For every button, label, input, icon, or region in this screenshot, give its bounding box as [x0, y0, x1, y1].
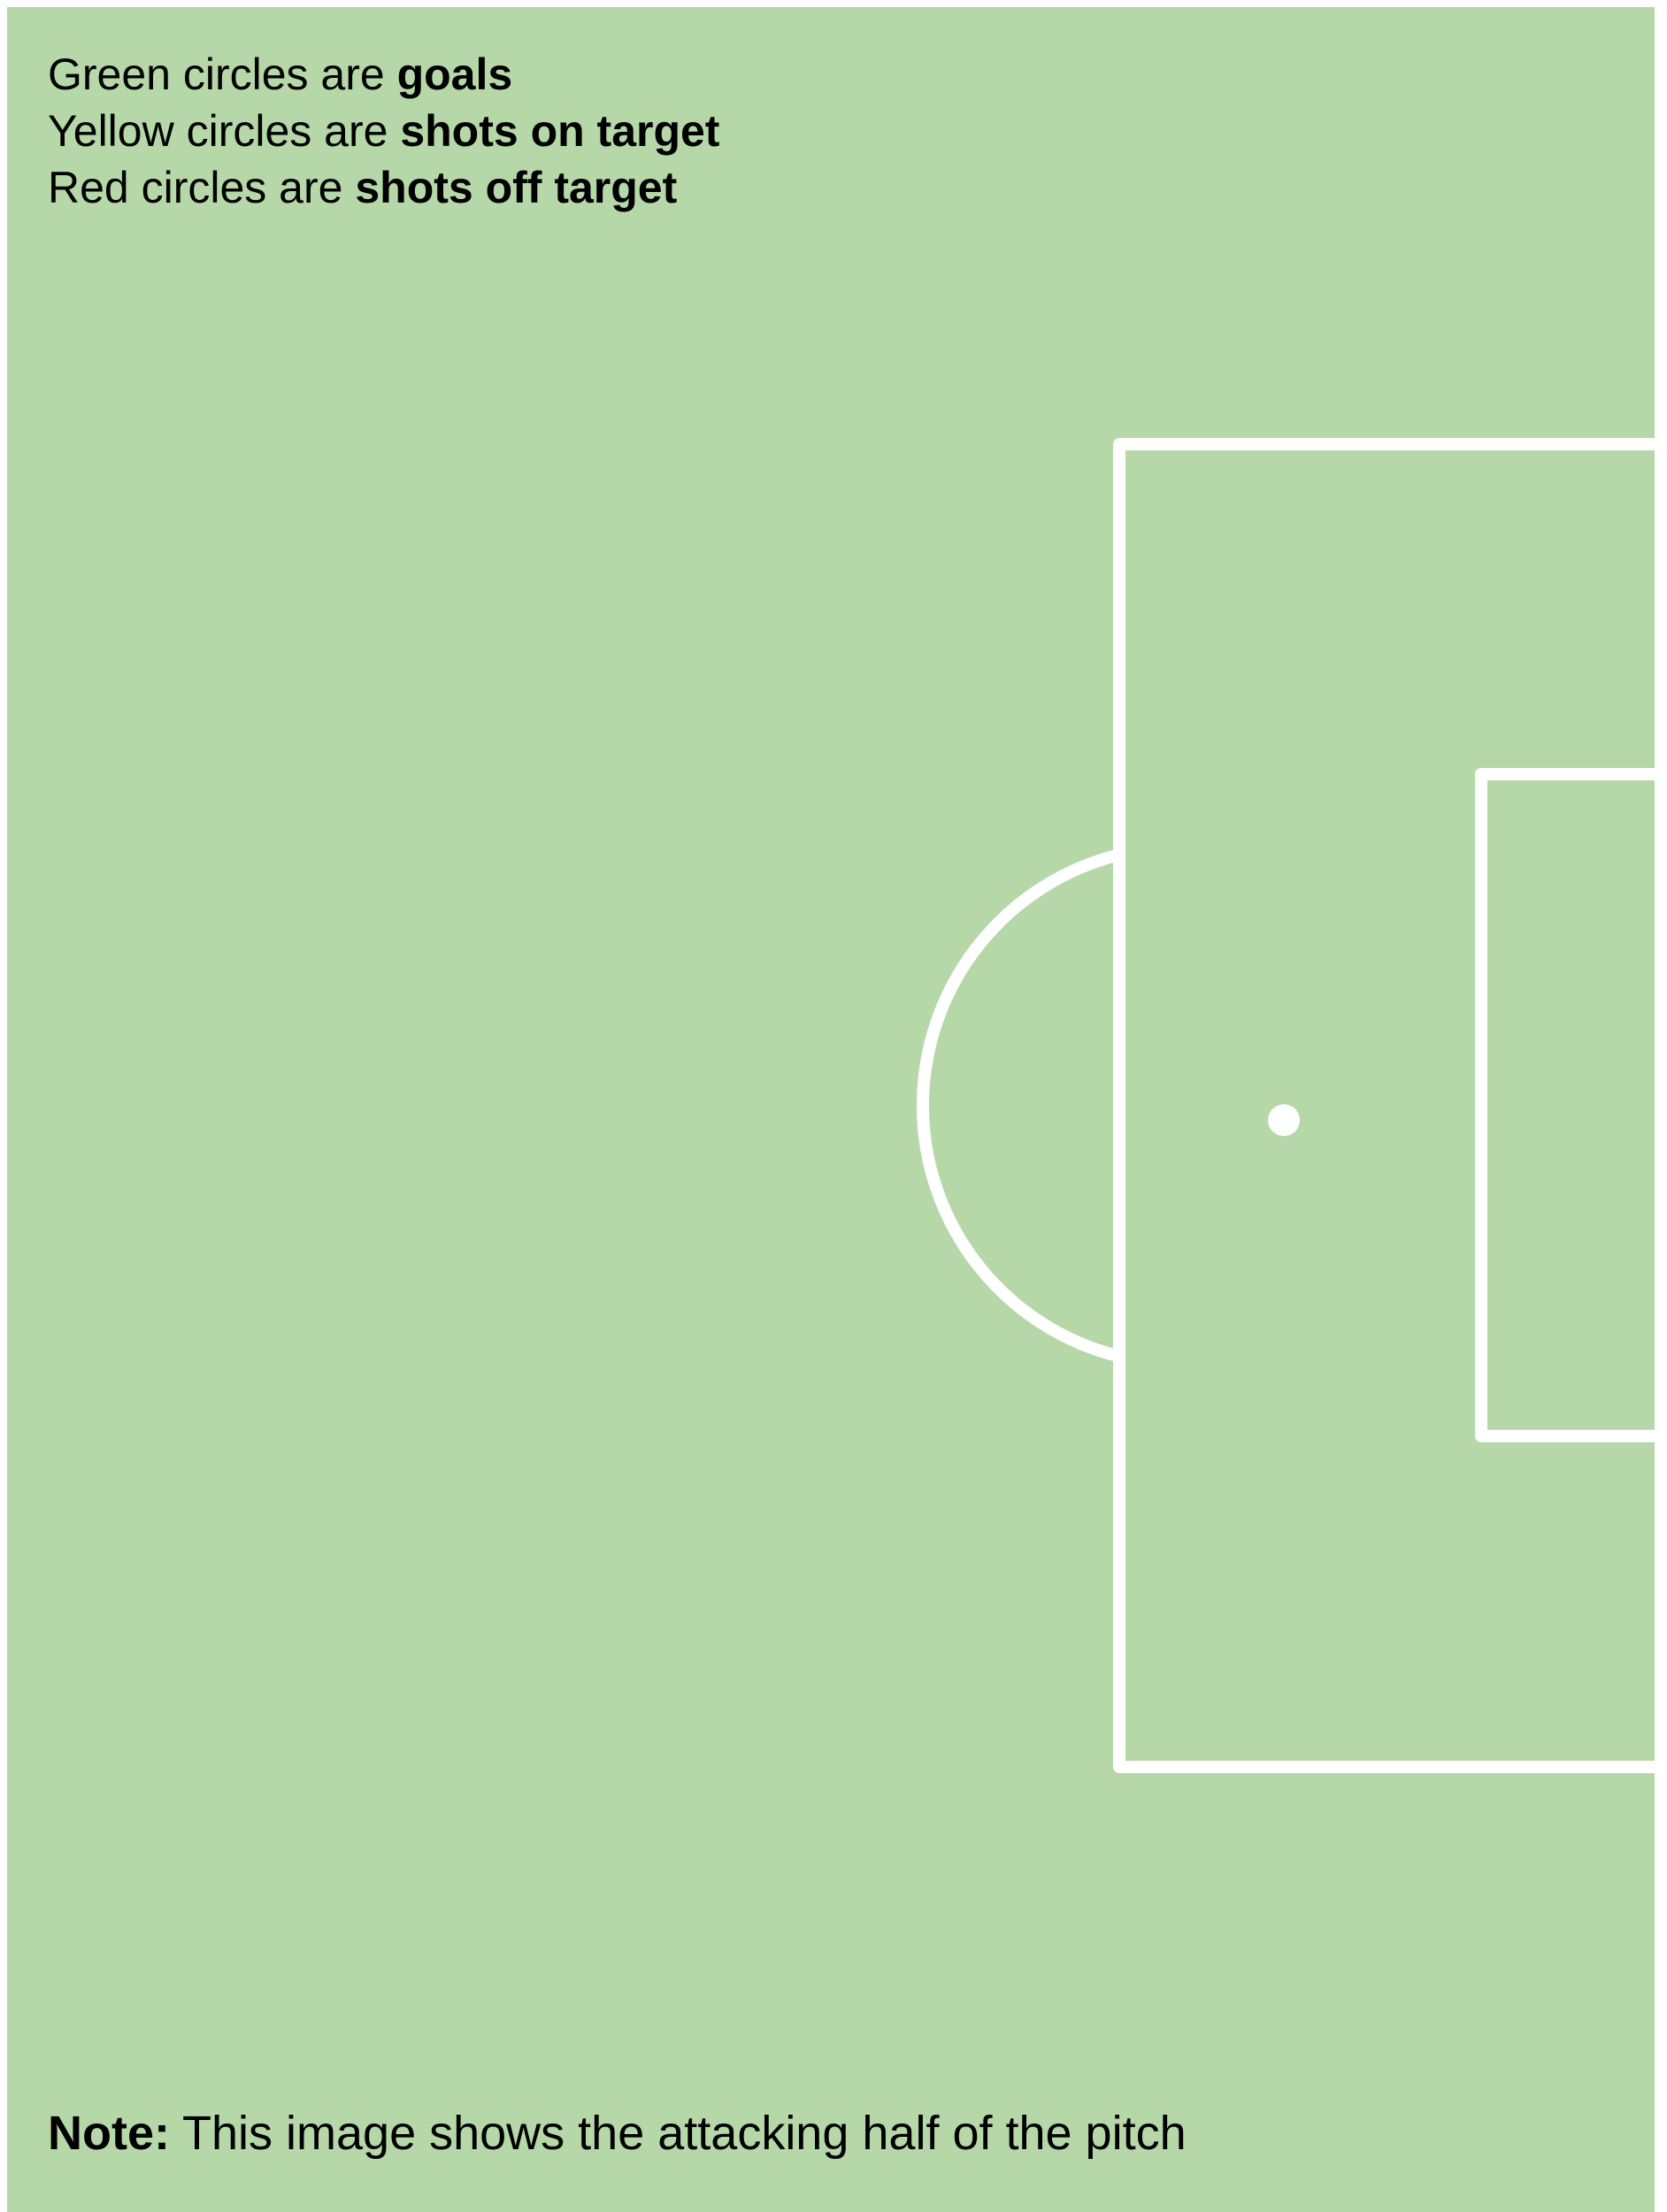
legend-on-target-emphasis: shots on target [400, 106, 720, 156]
legend-goals-emphasis: goals [396, 50, 513, 99]
note-text: This image shows the attacking half of t… [169, 2107, 1187, 2160]
penalty-area-line [1113, 438, 1667, 1773]
pitch-note: Note: This image shows the attacking hal… [48, 2104, 1187, 2162]
legend-off-target-emphasis: shots off target [355, 163, 678, 212]
legend-on-target-prefix: Yellow circles are [48, 106, 401, 156]
goal-area-line [1475, 768, 1667, 1442]
legend: Green circles are goals Yellow circles a… [48, 46, 719, 216]
pitch-surface [7, 7, 1655, 2212]
note-label: Note: [48, 2107, 170, 2160]
penalty-spot [1268, 1104, 1300, 1136]
legend-on-target: Yellow circles are shots on target [48, 103, 719, 159]
legend-off-target-prefix: Red circles are [48, 163, 356, 212]
penalty-arc [917, 849, 1125, 1363]
legend-goals: Green circles are goals [48, 46, 719, 103]
legend-goals-prefix: Green circles are [48, 50, 397, 99]
legend-off-target: Red circles are shots off target [48, 159, 719, 216]
